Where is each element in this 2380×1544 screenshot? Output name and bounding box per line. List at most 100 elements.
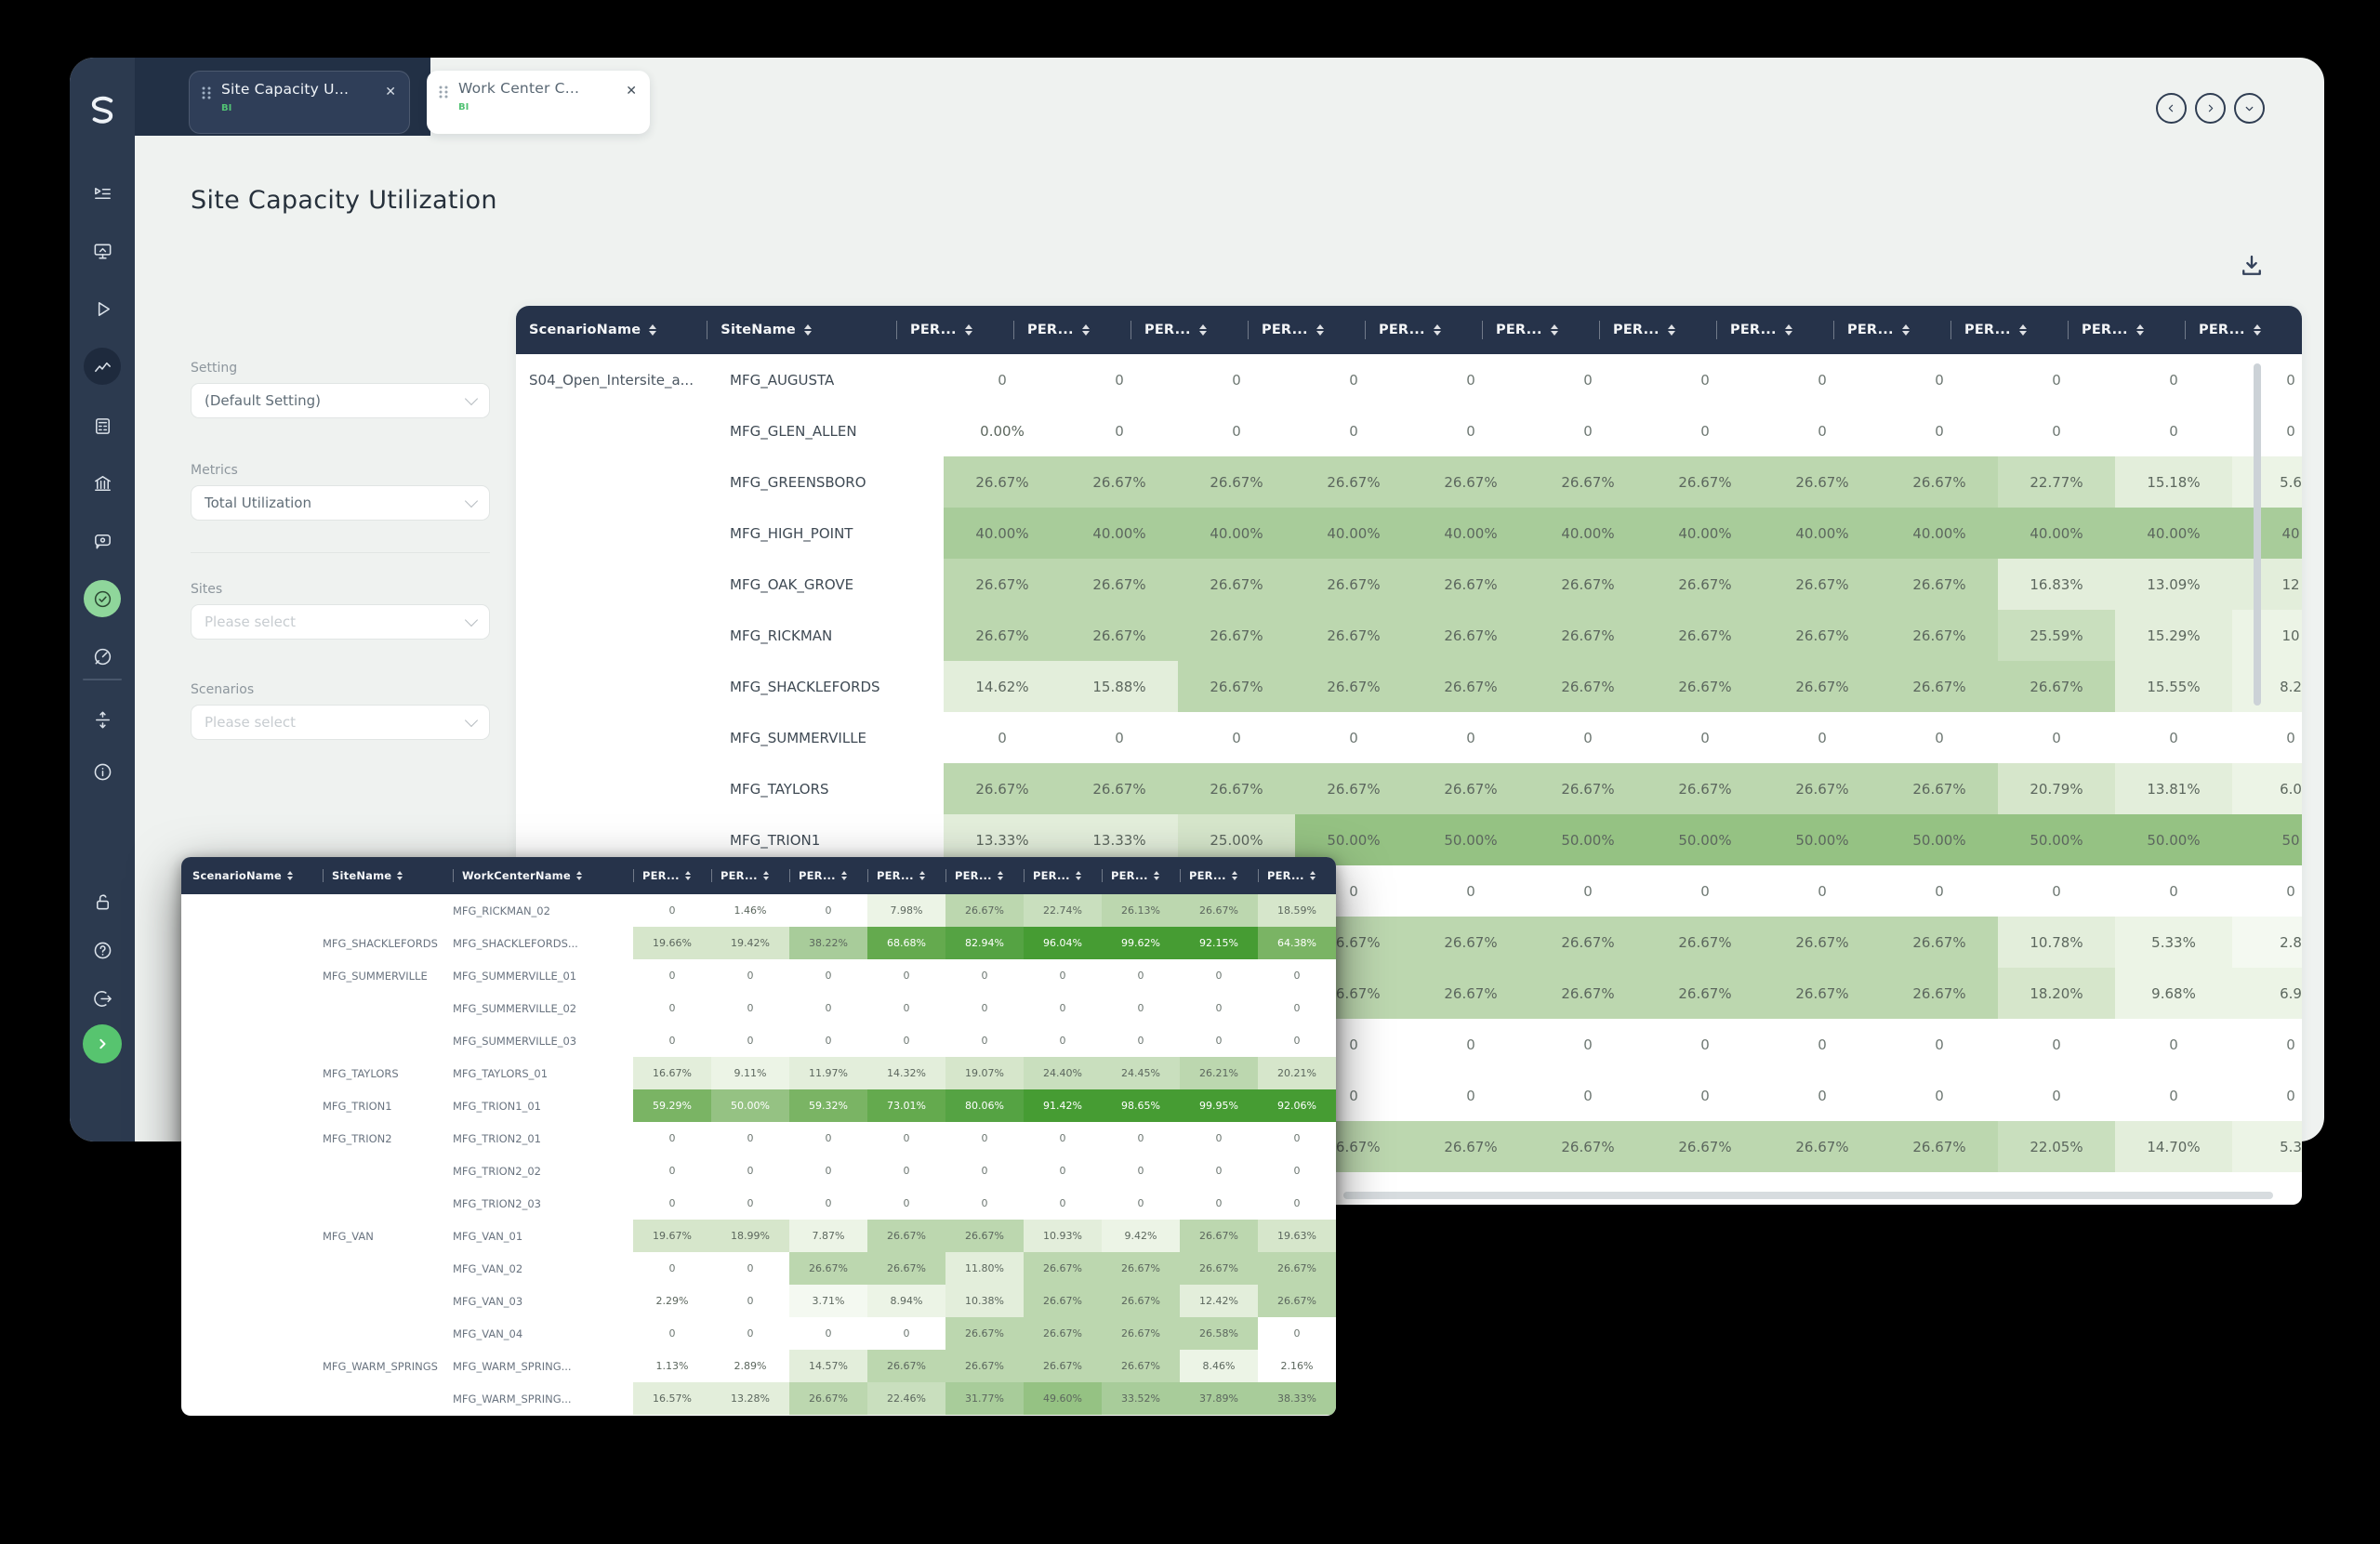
wc-column-header-per-2[interactable]: PER... [711,857,789,894]
column-header-per-9[interactable]: PER... [1833,306,1950,354]
line-chart-icon[interactable] [84,348,121,385]
presentation-icon[interactable] [84,232,121,270]
value-cell: 0 [1935,371,1944,389]
header-separator [453,869,454,882]
wc-column-header-per-7[interactable]: PER... [1102,857,1180,894]
value-cell: 0 [2169,1087,2178,1104]
gauge-check-icon[interactable] [84,580,121,617]
horizontal-scrollbar[interactable] [1343,1192,2273,1199]
value-cell: 0 [2286,422,2295,440]
column-header-per-8-label: PER... [1730,323,1777,337]
value-cell: 33.52% [1102,1382,1180,1415]
site-name-cell: MFG_WARM_SPRINGS [323,1359,438,1373]
scenario-name-cell [181,1382,323,1415]
value-cell: 26.67% [1412,763,1529,814]
wc-column-header-per-5[interactable]: PER... [945,857,1024,894]
value-cell: 82.94% [945,927,1024,959]
wc-column-header-workcentername[interactable]: WorkCenterName [453,857,633,894]
chevron-right-icon[interactable] [2195,93,2226,124]
comment-eye-icon[interactable] [84,522,121,560]
column-header-per-2[interactable]: PER... [1013,306,1130,354]
scenario-name-cell [516,610,730,661]
close-icon[interactable]: ✕ [385,85,396,99]
chevron-left-icon[interactable] [2156,93,2187,124]
table-row: MFG_SHACKLEFORDS 14.62% 15.88% 26.67% 26.67%… [516,661,2302,712]
wc-column-header-per-8[interactable]: PER... [1180,857,1258,894]
help-icon[interactable] [84,931,121,969]
column-header-per-6[interactable]: PER... [1482,306,1599,354]
vertical-scrollbar[interactable] [2254,363,2261,706]
value-cell: 19.66% [633,927,711,959]
column-header-per-12[interactable]: PER... [2185,306,2302,354]
tab-site-capacity[interactable]: Site Capacity U... BI ✕ [189,71,410,134]
chevron-down-icon[interactable] [2234,93,2265,124]
logout-icon[interactable] [84,980,121,1017]
close-icon[interactable]: ✕ [626,84,637,99]
value-cell: 26.67% [789,1252,867,1285]
value-cell: 26.67% [1024,1285,1102,1317]
value-cell: 0 [981,1197,988,1209]
column-header-scenarioname[interactable]: ScenarioName [516,306,707,354]
table-row: MFG_VAN MFG_VAN_01 19.67% 18.99% 7.87% 26.67%… [181,1220,1336,1252]
sort-icon [1198,324,1207,336]
column-header-per-8[interactable]: PER... [1716,306,1833,354]
wc-column-header-sitename[interactable]: SiteName [323,857,453,894]
value-cell: 0 [1466,1036,1475,1053]
sites-select[interactable]: Please select [191,604,490,640]
wc-column-header-per-6[interactable]: PER... [1024,857,1102,894]
value-cell: 26.67% [1178,763,1295,814]
site-name-cell: MFG_HIGH_POINT [730,524,853,542]
unlock-icon[interactable] [84,883,121,920]
column-header-per-1[interactable]: PER... [896,306,1013,354]
tab-work-center[interactable]: Work Center C... BI ✕ [427,71,650,134]
value-cell: 19.07% [945,1057,1024,1089]
wc-column-header-per-1[interactable]: PER... [633,857,711,894]
site-name-cell [323,1155,453,1187]
value-cell: 13.81% [2115,763,2232,814]
column-header-per-4[interactable]: PER... [1248,306,1365,354]
metrics-select[interactable]: Total Utilization [191,485,490,521]
wc-column-header-per-3[interactable]: PER... [789,857,867,894]
setting-select[interactable]: (Default Setting) [191,383,490,418]
filters-divider [191,552,490,553]
value-cell: 0 [2169,422,2178,440]
app-logo-icon[interactable] [82,89,123,130]
value-cell: 0 [668,1132,676,1144]
play-icon[interactable] [84,290,121,327]
value-cell: 22.74% [1024,894,1102,927]
column-header-per-3[interactable]: PER... [1130,306,1248,354]
value-cell: 40.00% [1412,508,1529,559]
organization-icon[interactable] [84,465,121,502]
value-cell: 0 [1115,729,1124,746]
value-cell: 92.15% [1180,927,1258,959]
info-icon[interactable] [84,753,121,790]
wc-column-header-scenarioname[interactable]: ScenarioName [181,857,323,894]
value-cell: 26.67% [867,1220,945,1252]
value-cell: 26.67% [1764,968,1881,1019]
column-header-per-11[interactable]: PER... [2068,306,2185,354]
tab-badge: BI [458,101,469,112]
value-cell: 0 [1935,882,1944,900]
column-header-sitename[interactable]: SiteName [707,306,896,354]
column-header-per-7[interactable]: PER... [1599,306,1716,354]
column-header-per-10[interactable]: PER... [1950,306,2068,354]
calculator-icon[interactable] [84,407,121,444]
value-cell: 26.67% [1881,917,1998,968]
gauge-alt-icon[interactable] [84,638,121,675]
split-vertical-icon[interactable] [84,701,121,738]
wc-column-header-per-9[interactable]: PER... [1258,857,1336,894]
column-header-per-12-label: PER... [2199,323,2245,337]
sort-icon [2253,324,2261,336]
scenarios-select[interactable]: Please select [191,705,490,740]
download-icon[interactable] [2239,253,2267,281]
playlist-icon[interactable] [84,175,121,212]
wc-column-header-per-5-label: PER... [955,869,992,882]
expand-chevron-icon[interactable] [83,1024,122,1063]
column-header-per-5[interactable]: PER... [1365,306,1482,354]
value-cell: 0 [1137,1197,1144,1209]
value-cell: 0 [1059,1002,1066,1014]
sort-icon [1316,324,1324,336]
wc-column-header-per-4[interactable]: PER... [867,857,945,894]
chevron-down-icon [464,613,479,627]
value-cell: 12.42% [1180,1285,1258,1317]
